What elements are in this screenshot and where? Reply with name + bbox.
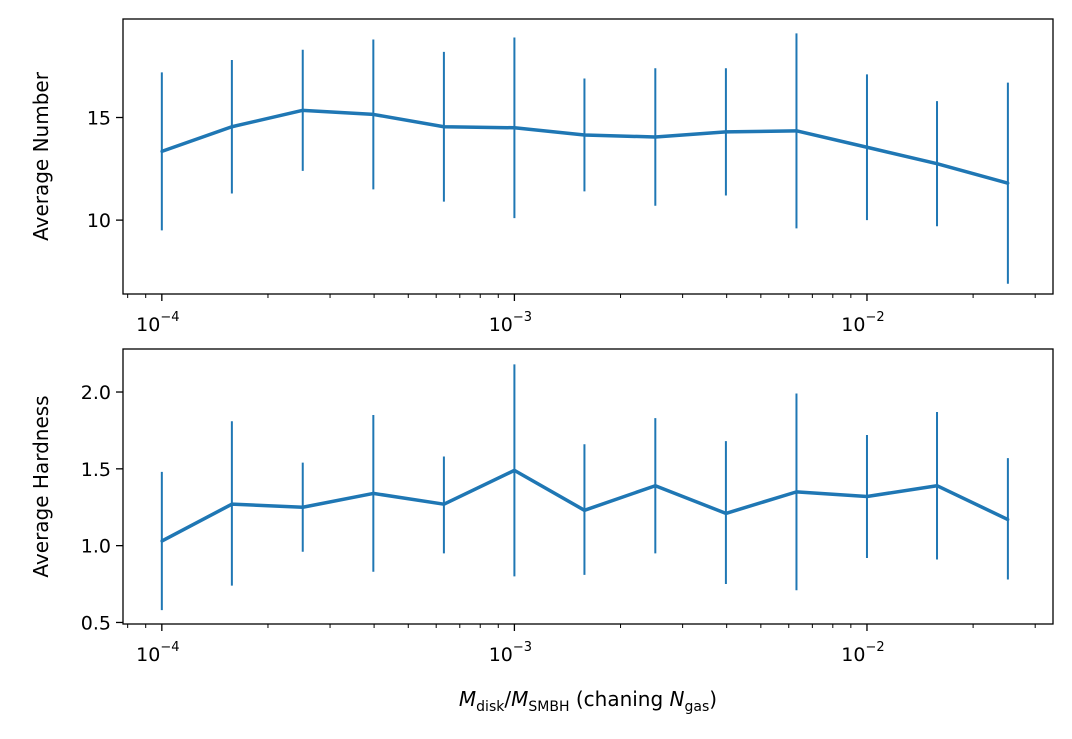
x-label-n-sub: gas — [685, 699, 710, 715]
data-point — [653, 135, 657, 139]
data-point — [160, 149, 164, 153]
data-point — [442, 502, 446, 506]
y-tick-label: 2.0 — [81, 382, 111, 404]
data-point — [442, 125, 446, 129]
x-tick-label: 10−2 — [841, 640, 884, 666]
y-axis-label: Average Number — [29, 71, 53, 241]
data-point — [230, 125, 234, 129]
axes-frame — [122, 18, 1054, 295]
data-point — [724, 511, 728, 515]
x-tick-label-base: 10 — [841, 314, 865, 336]
data-point — [865, 145, 869, 149]
data-point — [794, 129, 798, 133]
y-tick-label: 0.5 — [81, 612, 111, 634]
x-tick-label-base: 10 — [841, 644, 865, 666]
y-tick-label: 1.5 — [81, 459, 111, 481]
y-tick-label: 10 — [87, 210, 111, 232]
x-tick-label-base: 10 — [489, 314, 513, 336]
x-label-m1: M — [459, 687, 476, 711]
x-tick-label: 10−4 — [136, 640, 179, 666]
data-point — [301, 108, 305, 112]
x-label-mid: (chaning — [569, 687, 669, 711]
data-point — [1006, 181, 1010, 185]
data-point — [582, 133, 586, 137]
data-point — [582, 508, 586, 512]
data-point — [301, 505, 305, 509]
x-tick-label-base: 10 — [136, 644, 160, 666]
y-tick-label: 1.0 — [81, 536, 111, 558]
data-point — [371, 491, 375, 495]
data-point — [512, 126, 516, 130]
x-label-end: ) — [709, 687, 717, 711]
data-point — [935, 484, 939, 488]
x-tick-label-base: 10 — [136, 314, 160, 336]
data-point — [724, 130, 728, 134]
x-tick-label: 10−2 — [841, 310, 884, 336]
x-label-m2: M — [511, 687, 528, 711]
x-tick-label-base: 10 — [489, 644, 513, 666]
x-label-n: N — [670, 687, 685, 711]
x-label-m2-sub: SMBH — [528, 699, 569, 715]
x-tick-label-exponent: −2 — [865, 640, 884, 655]
x-tick-label: 10−3 — [489, 640, 532, 666]
x-label-slash: / — [504, 687, 511, 711]
data-point — [935, 162, 939, 166]
x-label-m1-sub: disk — [476, 699, 505, 715]
x-tick-label-exponent: −4 — [160, 310, 179, 325]
x-tick-label-exponent: −3 — [513, 640, 532, 655]
y-tick-label: 15 — [87, 108, 111, 130]
x-tick-label: 10−4 — [136, 310, 179, 336]
x-tick-label-exponent: −4 — [160, 640, 179, 655]
data-point — [512, 468, 516, 472]
x-tick-label-exponent: −3 — [513, 310, 532, 325]
data-point — [230, 502, 234, 506]
data-point — [160, 539, 164, 543]
data-point — [371, 112, 375, 116]
x-tick-label-exponent: −2 — [865, 310, 884, 325]
axes-frame — [122, 348, 1054, 625]
data-point — [865, 494, 869, 498]
y-axis-label: Average Hardness — [29, 395, 53, 577]
x-tick-label: 10−3 — [489, 310, 532, 336]
data-point — [653, 484, 657, 488]
x-axis-label: Mdisk/MSMBH (chaning Ngas) — [459, 687, 717, 715]
data-point — [1006, 518, 1010, 522]
data-point — [794, 490, 798, 494]
